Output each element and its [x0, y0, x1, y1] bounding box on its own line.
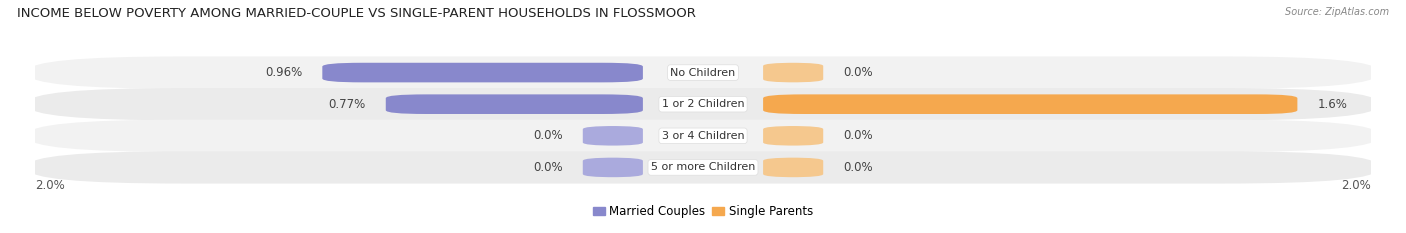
- Text: 1 or 2 Children: 1 or 2 Children: [662, 99, 744, 109]
- Text: INCOME BELOW POVERTY AMONG MARRIED-COUPLE VS SINGLE-PARENT HOUSEHOLDS IN FLOSSMO: INCOME BELOW POVERTY AMONG MARRIED-COUPL…: [17, 7, 696, 20]
- Text: 0.0%: 0.0%: [533, 161, 562, 174]
- Text: 0.0%: 0.0%: [844, 129, 873, 142]
- Text: 5 or more Children: 5 or more Children: [651, 162, 755, 172]
- FancyBboxPatch shape: [28, 88, 1378, 120]
- FancyBboxPatch shape: [28, 56, 1378, 89]
- Text: No Children: No Children: [671, 68, 735, 78]
- FancyBboxPatch shape: [582, 158, 643, 177]
- Text: 0.0%: 0.0%: [844, 161, 873, 174]
- FancyBboxPatch shape: [763, 126, 823, 146]
- Text: 1.6%: 1.6%: [1317, 98, 1347, 111]
- FancyBboxPatch shape: [322, 63, 643, 82]
- FancyBboxPatch shape: [763, 158, 823, 177]
- Text: 0.0%: 0.0%: [844, 66, 873, 79]
- FancyBboxPatch shape: [763, 94, 1298, 114]
- Text: Source: ZipAtlas.com: Source: ZipAtlas.com: [1285, 7, 1389, 17]
- FancyBboxPatch shape: [763, 63, 823, 82]
- Text: 2.0%: 2.0%: [1341, 179, 1371, 192]
- Text: 0.96%: 0.96%: [266, 66, 302, 79]
- Text: 2.0%: 2.0%: [35, 179, 65, 192]
- Text: 0.0%: 0.0%: [533, 129, 562, 142]
- FancyBboxPatch shape: [385, 94, 643, 114]
- Text: 3 or 4 Children: 3 or 4 Children: [662, 131, 744, 141]
- FancyBboxPatch shape: [582, 126, 643, 146]
- FancyBboxPatch shape: [28, 120, 1378, 152]
- Text: 0.77%: 0.77%: [329, 98, 366, 111]
- Legend: Married Couples, Single Parents: Married Couples, Single Parents: [588, 201, 818, 223]
- FancyBboxPatch shape: [28, 151, 1378, 184]
